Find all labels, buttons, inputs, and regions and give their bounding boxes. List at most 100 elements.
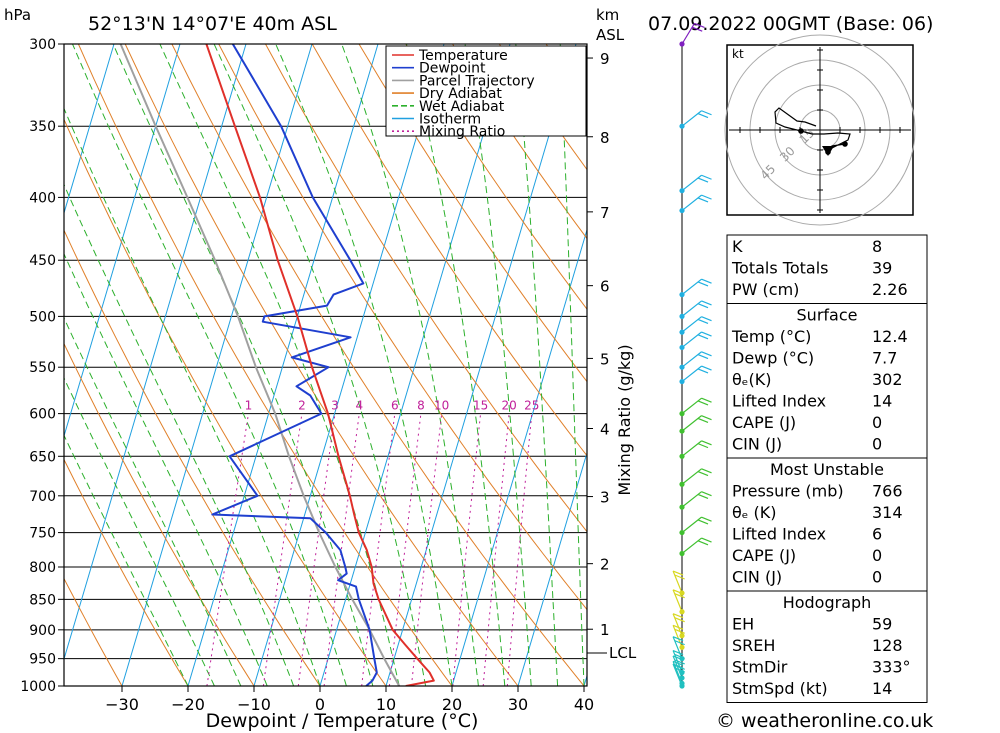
indices-row-label: StmDir [732, 658, 788, 677]
wind-dot [679, 644, 685, 650]
wind-dot [679, 609, 685, 615]
indices-row-value: 0 [872, 568, 882, 587]
x-tick-label: 10 [376, 695, 396, 714]
wind-barb-flag [701, 397, 712, 403]
x-tick-label: 20 [442, 695, 462, 714]
x-tick-label: 30 [508, 695, 528, 714]
isotherm [319, 44, 511, 686]
indices-row-label: StmSpd (kt) [732, 679, 828, 698]
mixing-ratio-line [361, 413, 396, 686]
indices-row-value: 14 [872, 392, 892, 411]
wind-barb-flag [691, 26, 703, 32]
wind-barb-flag [697, 400, 709, 406]
wind-dot [679, 633, 685, 639]
wind-barb-staff [681, 516, 702, 534]
wind-barb-flag [697, 281, 709, 287]
legend-entry: Dewpoint [419, 61, 486, 77]
wind-barb-flag [701, 110, 712, 116]
isotherm [64, 44, 115, 215]
pressure-label-650: 650 [29, 449, 56, 465]
wind-barb-flag [697, 303, 709, 309]
isotherm [187, 44, 379, 686]
wind-barb-flag [672, 624, 684, 630]
x-axis-label: Dewpoint / Temperature (°C) [206, 710, 479, 732]
dry-adiabat [358, 44, 587, 383]
indices-row-value: 766 [872, 482, 903, 501]
wind-barb-flag [701, 491, 712, 497]
wind-barb-flag [674, 617, 685, 623]
mixing-ratio-line [452, 413, 482, 686]
wet-adiabat [112, 44, 374, 686]
wind-barb-flag [672, 570, 684, 576]
pressure-label-850: 850 [29, 592, 56, 608]
indices-row-value: 12.4 [872, 327, 908, 346]
wind-barb-staff [681, 300, 702, 317]
wind-barb-flag [701, 415, 712, 421]
wet-adiabat [213, 44, 427, 686]
wind-barb-flag [697, 368, 709, 374]
wet-adiabat [159, 44, 400, 686]
wind-barb-flag [674, 593, 685, 599]
mixing-ratio-line [410, 413, 443, 686]
indices-row-label: Pressure (mb) [732, 482, 844, 501]
pressure-label-500: 500 [29, 309, 56, 325]
isotherm [385, 44, 577, 686]
pressure-label-400: 400 [29, 190, 56, 206]
wind-barb-flag [697, 318, 709, 325]
legend-entry: Wet Adiabat [419, 99, 505, 115]
wind-barb-staff [681, 440, 702, 457]
wet-adiabat [64, 107, 321, 686]
indices-row-value: 2.26 [872, 280, 908, 299]
pressure-unit-label: hPa [4, 6, 31, 24]
indices-row-label: EH [732, 615, 754, 634]
mixing-ratio-label: 20 [502, 399, 517, 413]
wet-adiabat [64, 183, 295, 686]
pressure-label-750: 750 [29, 526, 56, 542]
mixing-ratio-line [206, 413, 249, 686]
wind-barb-flag [697, 443, 709, 449]
hodograph-unit: kt [732, 47, 744, 61]
indices-block [726, 457, 928, 592]
wind-barb-flag [701, 316, 712, 322]
wind-barb-flag [697, 197, 709, 203]
km-label: 8 [600, 129, 610, 147]
km-label: 9 [600, 50, 610, 68]
datetime-title: 07.09.2022 00GMT (Base: 06) [648, 13, 933, 35]
wind-barb-staff [681, 316, 702, 333]
wind-barb-flag [674, 574, 685, 580]
wind-barb-flag [672, 660, 684, 666]
wet-adiabat [64, 434, 189, 686]
credit-text: © weatheronline.co.uk [716, 710, 933, 732]
dry-adiabat [64, 229, 321, 686]
wind-barb-staff [681, 491, 702, 508]
wind-barb-flag [701, 351, 712, 357]
hodograph-marker [842, 141, 848, 147]
isotherm [64, 44, 247, 661]
wind-barb-staff [681, 365, 702, 383]
dry-adiabat [124, 44, 519, 686]
km-label: 5 [600, 350, 610, 368]
wind-barb-staff [672, 625, 683, 648]
wet-adiabat [275, 44, 453, 686]
dry-adiabat [218, 44, 587, 611]
indices-row-value: 8 [872, 237, 882, 256]
indices-row-label: Lifted Index [732, 525, 826, 544]
wind-barb-flag [701, 365, 712, 371]
wind-barb-flag [672, 655, 684, 661]
wind-barb-flag [674, 659, 685, 665]
isotherm [253, 44, 445, 686]
hodograph-ring [724, 34, 916, 226]
km-label: 6 [600, 278, 610, 296]
dry-adiabat [265, 44, 587, 533]
indices-row-value: 0 [872, 413, 882, 432]
background-lines [64, 44, 587, 686]
series-parcel-trajectory [119, 44, 401, 686]
wind-barb-flag [672, 663, 684, 669]
wind-barb-staff [681, 468, 702, 485]
indices-row-label: PW (cm) [732, 280, 799, 299]
plot-frame [63, 43, 588, 687]
indices-block [726, 590, 928, 703]
wet-adiabat [64, 252, 268, 686]
skewt-plot-area: 3003504004505005506006507007508008509009… [20, 37, 636, 732]
